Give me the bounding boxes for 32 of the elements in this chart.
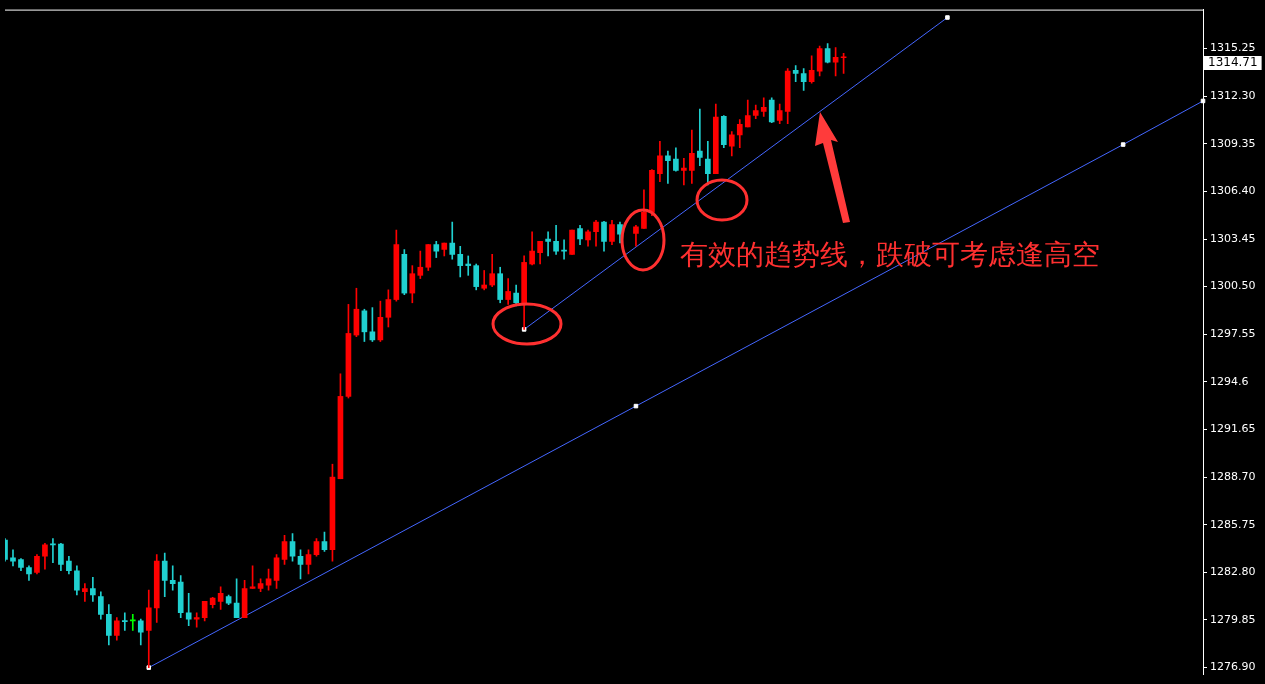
y-tick-label: 1315.25 [1210, 41, 1256, 55]
candlestick [545, 231, 551, 257]
y-tick-label: 1309.35 [1210, 136, 1256, 150]
y-tick-label: 1300.50 [1210, 279, 1256, 293]
candlestick [465, 255, 472, 276]
candlestick [121, 612, 128, 631]
candlestick [82, 583, 88, 602]
y-tick-label: 1291.65 [1210, 422, 1256, 436]
point [945, 15, 950, 20]
text: 1314.71 [1208, 55, 1258, 70]
candlestick [681, 157, 687, 186]
candlestick [697, 108, 703, 166]
candlestick [193, 612, 200, 628]
candlestick [665, 150, 671, 184]
y-tick-label: 1306.40 [1210, 184, 1256, 198]
y-tick-label: 1297.55 [1210, 327, 1256, 341]
candlestick [185, 593, 192, 626]
y-tick-label: 1279.85 [1210, 612, 1256, 626]
point [1120, 142, 1126, 147]
y-tick-label: 1294.6 [1210, 374, 1249, 388]
point [633, 403, 639, 409]
y-tick-label: 1303.45 [1210, 231, 1256, 245]
y-tick-label: 1288.70 [1210, 469, 1256, 483]
candlestick [169, 565, 176, 591]
candlestick [481, 270, 488, 291]
y-tick-label: 1285.75 [1210, 517, 1256, 531]
candlestick [792, 65, 799, 82]
candlestick [129, 614, 136, 631]
y-tick-label: 1312.30 [1210, 88, 1256, 102]
candlestick [760, 97, 767, 117]
y-tick-label: 1282.80 [1210, 565, 1256, 579]
y-tick-label: 1276.90 [1210, 660, 1256, 674]
